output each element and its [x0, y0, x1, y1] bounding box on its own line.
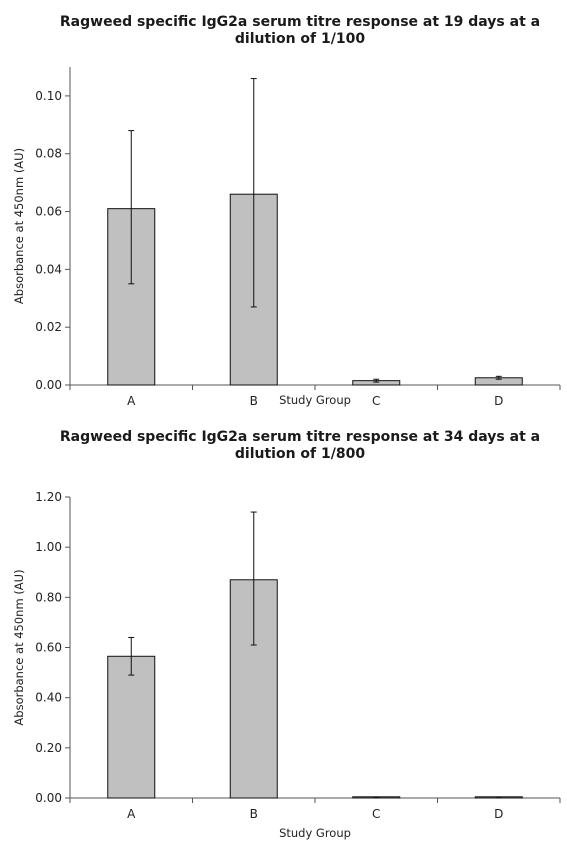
chart-svg: 0.00 0.02 0.04 0.06 0.08 0.10 A B C D Study Group A… — [12, 67, 561, 408]
y-axis-title: Absorbance at 450nm (AU) — [12, 148, 26, 304]
y-tick-label: 0.06 — [35, 205, 62, 219]
x-tick-label: B — [250, 394, 258, 408]
x-tick-label: C — [372, 394, 380, 408]
y-tick-label: 0.60 — [35, 641, 62, 655]
x-tick-label: D — [494, 394, 503, 408]
y-tick-label: 0.00 — [35, 378, 62, 392]
chart-2: Ragweed specific IgG2a serum titre respo… — [0, 415, 567, 841]
y-tick-label: 1.20 — [35, 490, 62, 504]
bar-A — [107, 655, 156, 799]
x-tick-label: B — [250, 807, 258, 821]
x-tick-label: A — [127, 394, 136, 408]
chart-1: Ragweed specific IgG2a serum titre respo… — [0, 0, 567, 415]
chart-svg: 0.00 0.20 0.40 0.60 0.80 1.00 1.20 A B C D Study Gr… — [12, 490, 561, 840]
y-tick-label: 0.04 — [35, 262, 62, 276]
y-axis-title: Absorbance at 450nm (AU) — [12, 569, 26, 725]
x-tick-label: C — [372, 807, 380, 821]
y-tick-label: 0.02 — [35, 320, 62, 334]
chart-title: Ragweed specific IgG2a serum titre respo… — [59, 14, 541, 47]
y-tick-label: 0.40 — [35, 691, 62, 705]
y-tick-label: 0.80 — [35, 590, 62, 604]
chart-title: Ragweed specific IgG2a serum titre respo… — [59, 429, 541, 462]
x-tick-label: D — [494, 807, 503, 821]
y-tick-label: 1.00 — [35, 540, 62, 554]
x-axis-title: Study Group — [279, 393, 351, 407]
x-tick-label: A — [127, 807, 136, 821]
y-tick-label: 0.20 — [35, 741, 62, 755]
y-tick-label: 0.00 — [35, 791, 62, 805]
y-tick-label: 0.08 — [35, 147, 62, 161]
x-axis-title: Study Group — [279, 826, 351, 840]
y-tick-label: 0.10 — [35, 89, 62, 103]
